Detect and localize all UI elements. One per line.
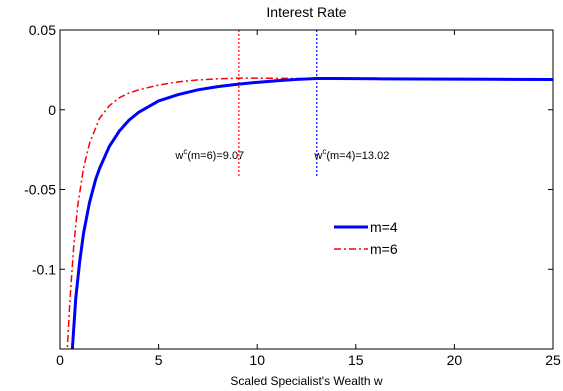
legend-label-m4: m=4	[370, 219, 398, 235]
series-line-m4	[70, 76, 553, 349]
x-tick-label: 15	[348, 352, 364, 368]
x-tick-label: 5	[155, 352, 163, 368]
y-tick-label: 0.05	[29, 22, 56, 38]
series-line-m6	[66, 77, 553, 349]
x-tick-label: 10	[249, 352, 265, 368]
plot-area	[66, 30, 553, 349]
legend-box	[330, 215, 420, 261]
x-axis-label: Scaled Specialist's Wealth w	[230, 374, 382, 388]
y-tick-label: 0	[48, 102, 56, 118]
legend: m=4 m=6	[330, 215, 420, 261]
chart-title: Interest Rate	[266, 4, 346, 20]
annotation-0: wc(m=6)=9.07	[174, 147, 244, 162]
x-tick-label: 0	[56, 352, 64, 368]
x-tick-label: 20	[447, 352, 463, 368]
annotations: wc(m=6)=9.07 wc(m=4)=13.02	[174, 147, 389, 162]
x-tick-label: 25	[545, 352, 561, 368]
y-tick-label: -0.05	[24, 182, 56, 198]
y-tick-label: -0.1	[32, 261, 56, 277]
axis-ticks: 0 5 10 15 20 25 0.05 0 -0.05 -0.1	[24, 22, 561, 368]
annotation-1: wc(m=4)=13.02	[313, 147, 389, 162]
legend-label-m6: m=6	[370, 241, 398, 257]
